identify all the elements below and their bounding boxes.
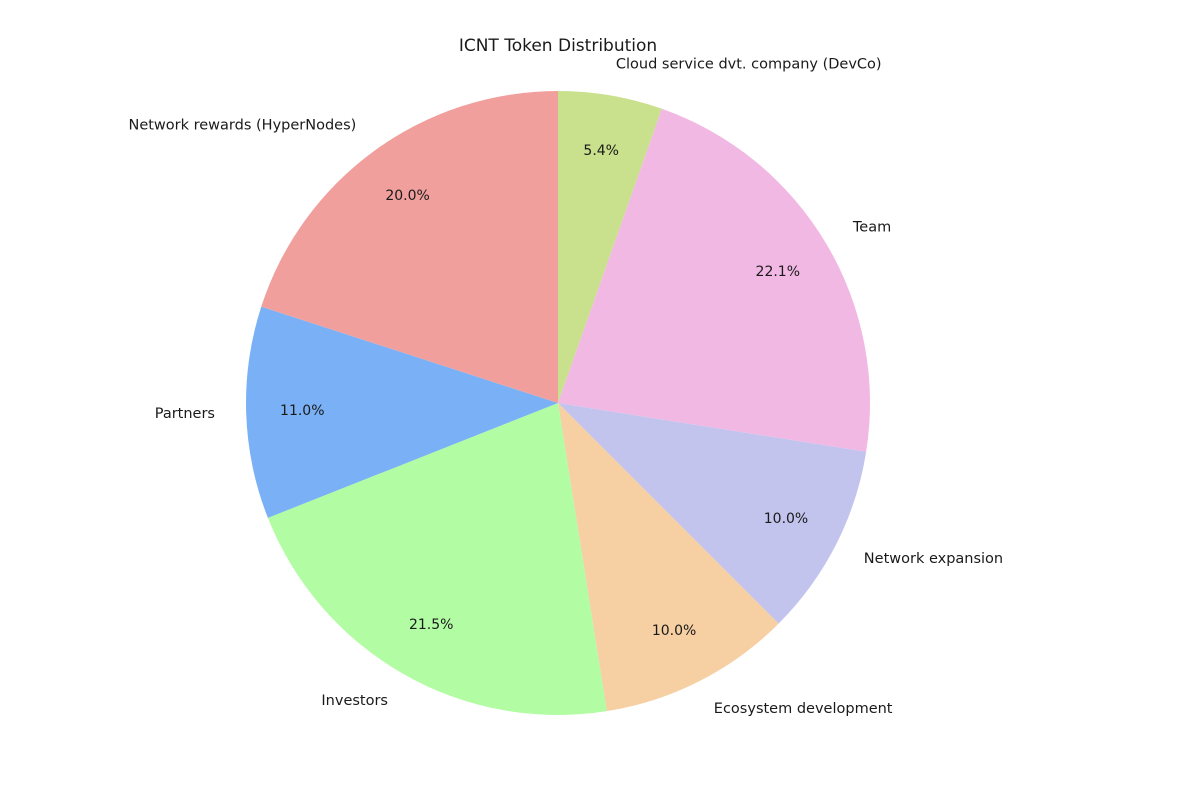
pie-percent-label: 20.0% xyxy=(385,188,429,204)
pie-category-label: Investors xyxy=(321,693,388,709)
pie-percent-label: 22.1% xyxy=(756,264,800,280)
pie-percent-label: 5.4% xyxy=(583,143,619,159)
pie-category-label: Cloud service dvt. company (DevCo) xyxy=(616,57,882,73)
pie-slice-ecosystem-development xyxy=(558,403,779,712)
pie-percent-label: 10.0% xyxy=(764,511,808,527)
pie-percent-label: 11.0% xyxy=(280,403,324,419)
pie-slice-partners xyxy=(246,306,558,518)
pie-slice-cloud-service-dvt-company-devco xyxy=(558,91,662,403)
pie-slice-team xyxy=(558,108,871,452)
pie-percent-label: 21.5% xyxy=(409,617,453,633)
pie-percent-labels: 5.4% 22.1% 10.0% 10.0% 21.5% 11.0% 20.0% xyxy=(280,143,808,639)
pie-category-label: Network rewards (HyperNodes) xyxy=(128,117,356,133)
pie-category-label: Network expansion xyxy=(864,551,1003,567)
pie-slice-network-expansion xyxy=(558,403,867,624)
pie-category-label: Partners xyxy=(155,406,215,422)
pie-category-label: Team xyxy=(852,219,891,235)
pie-slice-investors xyxy=(267,403,607,716)
pie-percent-label: 10.0% xyxy=(652,623,696,639)
pie-category-labels: Cloud service dvt. company (DevCo) Team Ne… xyxy=(128,57,1003,717)
pie-slice-network-rewards-hypernodes xyxy=(261,91,558,403)
pie-category-label: Ecosystem development xyxy=(714,701,893,717)
pie-slices xyxy=(246,91,871,716)
chart-title: ICNT Token Distribution xyxy=(459,36,657,56)
